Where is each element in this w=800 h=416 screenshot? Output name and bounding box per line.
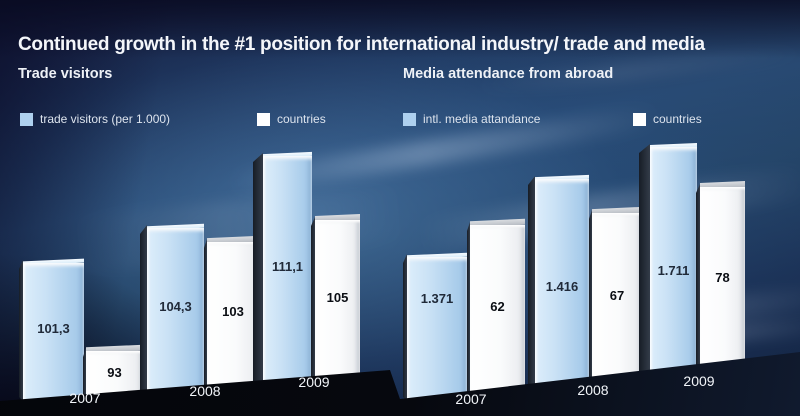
- legend-swatch-white: [257, 112, 270, 126]
- legend-label: countries: [653, 112, 702, 126]
- media-bar-2007-countries: 62: [470, 218, 525, 404]
- media-bar-2008-countries: 67: [592, 206, 642, 404]
- bar-value-label: 62: [490, 299, 505, 314]
- trade-bar-2009-countries: 105: [315, 214, 360, 404]
- bar-value-label: 1.371: [420, 291, 454, 306]
- bar-value-label: 105: [326, 290, 349, 305]
- media-bar-2009-countries: 78: [700, 181, 745, 404]
- legend-item-media-attendance: intl. media attandance: [403, 112, 540, 126]
- bar-side-face: [639, 144, 650, 401]
- bar-front-face: [700, 187, 745, 404]
- legend-item-countries-right: countries: [633, 112, 702, 126]
- slide-title: Continued growth in the #1 position for …: [18, 34, 705, 55]
- legend-item-trade-visitors: trade visitors (per 1.000): [20, 112, 170, 126]
- bar-value-label: 103: [222, 304, 244, 319]
- bar-side-face: [253, 153, 263, 401]
- chart-title-media-attendance: Media attendance from abroad: [403, 66, 614, 82]
- bar-side-face: [140, 225, 147, 401]
- legend-swatch-white: [633, 112, 646, 126]
- trade-bar-2008-countries: 103: [207, 235, 259, 404]
- bar-front-face: [315, 220, 360, 404]
- bar-front-face: [207, 242, 259, 404]
- legend-label: trade visitors (per 1.000): [40, 112, 171, 126]
- bar-side-face: [528, 176, 535, 401]
- media-bar-2008-value: 1.416: [535, 174, 589, 404]
- legend-label: intl. media attandance: [423, 112, 541, 126]
- bar-front-face: [592, 213, 642, 404]
- legend-item-countries-left: countries: [257, 112, 326, 126]
- trade-bar-2007-value: 101,3: [23, 258, 84, 404]
- media-bar-2009-value: 1.711: [650, 142, 697, 404]
- chart-title-trade-visitors: Trade visitors: [18, 66, 113, 82]
- bar-value-label: 104,3: [159, 299, 192, 314]
- bar-value-label: 101,3: [37, 321, 70, 336]
- bar-front-face: [407, 257, 467, 404]
- bar-value-label: 1.416: [545, 279, 579, 294]
- bar-front-face: [263, 156, 312, 404]
- bar-value-label: 1.711: [657, 263, 690, 278]
- trade-bar-2008-value: 104,3: [147, 223, 204, 404]
- bar-front-face: [470, 225, 525, 404]
- media-bar-2007-value: 1.371: [407, 252, 467, 404]
- legend-label: countries: [277, 112, 326, 126]
- legend-swatch-blue: [403, 112, 416, 126]
- bar-value-label: 78: [715, 270, 730, 285]
- legend-swatch-blue: [20, 112, 33, 126]
- bar-value-label: 93: [107, 365, 122, 380]
- bar-value-label: 67: [609, 288, 625, 303]
- trade-bar-2007-countries: 93: [86, 344, 143, 404]
- bar-front-face: [147, 228, 204, 404]
- trade-bar-2009-value: 111,1: [263, 151, 312, 404]
- bar-value-label: 111,1: [271, 259, 304, 274]
